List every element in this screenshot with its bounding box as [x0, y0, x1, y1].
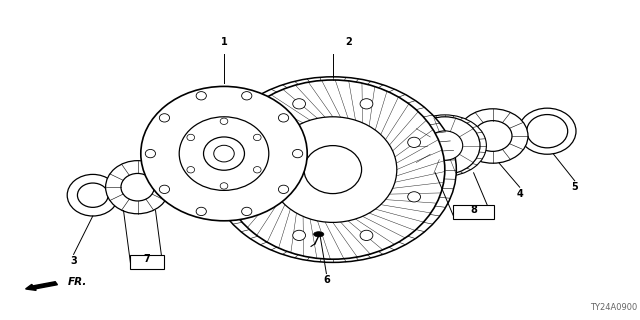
- Ellipse shape: [179, 117, 269, 190]
- Ellipse shape: [187, 166, 195, 173]
- Ellipse shape: [187, 134, 195, 140]
- Ellipse shape: [410, 117, 480, 174]
- Ellipse shape: [278, 114, 289, 122]
- Ellipse shape: [408, 192, 420, 202]
- Ellipse shape: [159, 114, 170, 122]
- FancyArrow shape: [26, 282, 58, 290]
- Ellipse shape: [141, 86, 307, 221]
- Ellipse shape: [458, 109, 528, 163]
- Text: 7: 7: [144, 254, 150, 264]
- Ellipse shape: [220, 183, 228, 189]
- Ellipse shape: [145, 149, 156, 158]
- Ellipse shape: [360, 230, 373, 241]
- Ellipse shape: [245, 192, 258, 202]
- Text: TY24A0900: TY24A0900: [589, 303, 637, 312]
- Ellipse shape: [77, 183, 108, 207]
- Ellipse shape: [314, 232, 324, 237]
- FancyBboxPatch shape: [453, 205, 494, 219]
- Ellipse shape: [196, 92, 206, 100]
- Ellipse shape: [518, 108, 576, 154]
- Ellipse shape: [292, 230, 305, 241]
- Text: 8: 8: [470, 205, 477, 215]
- Ellipse shape: [242, 92, 252, 100]
- Ellipse shape: [527, 115, 568, 148]
- Ellipse shape: [408, 137, 420, 148]
- Ellipse shape: [121, 173, 154, 201]
- Ellipse shape: [403, 115, 486, 176]
- Text: 3: 3: [70, 256, 77, 266]
- Ellipse shape: [221, 80, 445, 259]
- Ellipse shape: [427, 131, 463, 160]
- Ellipse shape: [242, 207, 252, 216]
- Text: FR.: FR.: [68, 277, 87, 287]
- Ellipse shape: [159, 185, 170, 194]
- Text: 6: 6: [323, 275, 330, 285]
- Ellipse shape: [209, 77, 456, 262]
- FancyBboxPatch shape: [130, 255, 164, 269]
- Ellipse shape: [474, 121, 512, 151]
- Ellipse shape: [106, 161, 170, 214]
- Ellipse shape: [278, 185, 289, 194]
- Text: 2: 2: [346, 36, 352, 47]
- Ellipse shape: [253, 166, 261, 173]
- Ellipse shape: [214, 145, 234, 162]
- Ellipse shape: [360, 99, 373, 109]
- Ellipse shape: [220, 118, 228, 124]
- Ellipse shape: [204, 137, 244, 170]
- Ellipse shape: [292, 99, 305, 109]
- Ellipse shape: [67, 174, 118, 216]
- Text: 5: 5: [572, 182, 578, 192]
- Ellipse shape: [253, 134, 261, 140]
- Text: 4: 4: [516, 188, 523, 199]
- Ellipse shape: [292, 149, 303, 158]
- Ellipse shape: [269, 117, 397, 222]
- Ellipse shape: [196, 207, 206, 216]
- Text: 1: 1: [221, 36, 227, 47]
- Ellipse shape: [304, 146, 362, 194]
- Ellipse shape: [245, 137, 258, 148]
